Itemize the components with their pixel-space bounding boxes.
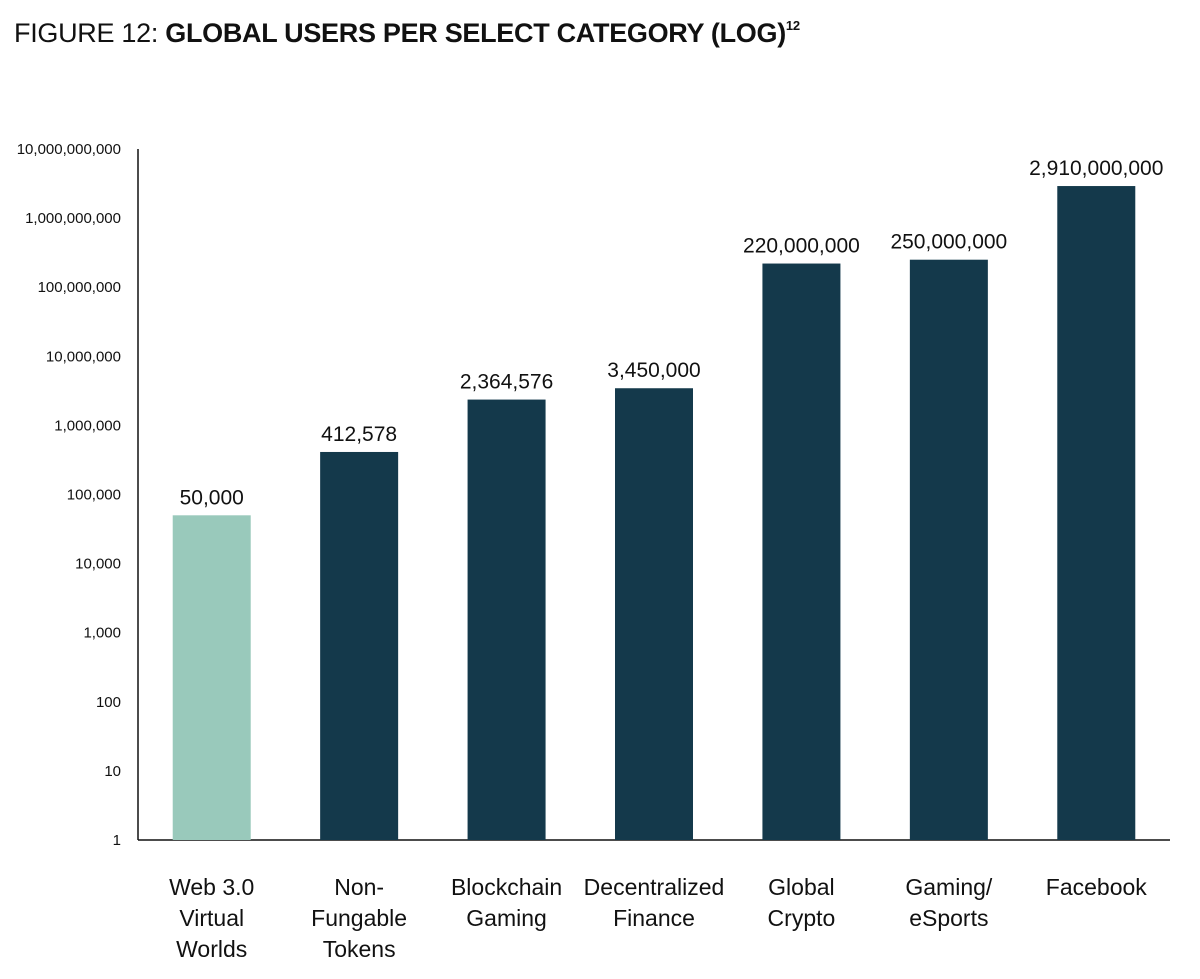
bar-value-label: 412,578: [321, 423, 397, 446]
x-category-label-line: Crypto: [768, 905, 836, 931]
x-category-label-line: eSports: [909, 905, 988, 931]
x-category-label-line: Gaming: [466, 905, 547, 931]
bar-value-label: 250,000,000: [890, 231, 1007, 254]
chart-title-prefix: FIGURE 12:: [14, 18, 166, 48]
x-category-label: Global Crypto: [768, 874, 836, 931]
bar: [762, 263, 841, 841]
x-category-label-line: Non-: [334, 874, 384, 900]
bar: [1057, 186, 1136, 841]
bar: [615, 388, 693, 840]
x-category-label: Blockchain Gaming: [451, 874, 562, 931]
x-category-label-line: Worlds: [176, 936, 247, 962]
x-category-label-line: Decentralized: [584, 874, 725, 900]
bar: [172, 515, 251, 840]
chart-title-main: GLOBAL USERS PER SELECT CATEGORY (LOG): [165, 18, 786, 48]
y-tick-label: 100,000,000: [38, 279, 121, 296]
x-category-label-line: Blockchain: [451, 874, 562, 900]
bar-value-label: 3,450,000: [607, 359, 700, 382]
bar: [909, 259, 988, 840]
y-tick-label: 1: [113, 832, 121, 849]
y-tick-label: 1,000,000: [54, 417, 121, 434]
y-tick-label: 100,000: [67, 487, 121, 504]
y-tick-label: 100: [96, 694, 121, 711]
y-tick-label: 1,000: [83, 625, 121, 642]
bar: [320, 451, 399, 840]
y-tick-label: 10,000,000: [46, 348, 121, 365]
x-category-label-line: Virtual: [179, 905, 244, 931]
y-tick-label: 10: [104, 763, 121, 780]
bar-value-label: 50,000: [180, 486, 244, 509]
y-tick-label: 10,000,000,000: [17, 141, 121, 158]
x-category-label-line: Gaming/: [905, 874, 993, 900]
x-category-label: Facebook: [1046, 874, 1148, 900]
y-tick-label: 10,000: [75, 556, 121, 573]
x-category-label-line: Global: [768, 874, 834, 900]
chart-title: FIGURE 12: GLOBAL USERS PER SELECT CATEG…: [14, 18, 800, 49]
chart-title-footnote: 12: [785, 18, 800, 33]
x-category-label: Gaming/eSports: [905, 874, 993, 931]
x-category-label-line: Finance: [613, 905, 695, 931]
x-category-label: Non- Fungable Tokens: [311, 874, 407, 962]
x-category-label-line: Facebook: [1046, 874, 1148, 900]
bar: [467, 399, 546, 840]
y-tick-label: 1,000,000,000: [25, 210, 121, 227]
x-category-label: Web 3.0 Virtual Worlds: [169, 874, 254, 962]
x-category-label-line: Web 3.0: [169, 874, 254, 900]
bar-value-label: 2,910,000,000: [1029, 157, 1163, 180]
bar-value-label: 220,000,000: [743, 235, 860, 258]
x-category-label-line: Tokens: [323, 936, 396, 962]
bar-value-label: 2,364,576: [460, 371, 553, 394]
x-category-label: Decentralized Finance: [584, 874, 725, 931]
x-category-label-line: Fungable: [311, 905, 407, 931]
